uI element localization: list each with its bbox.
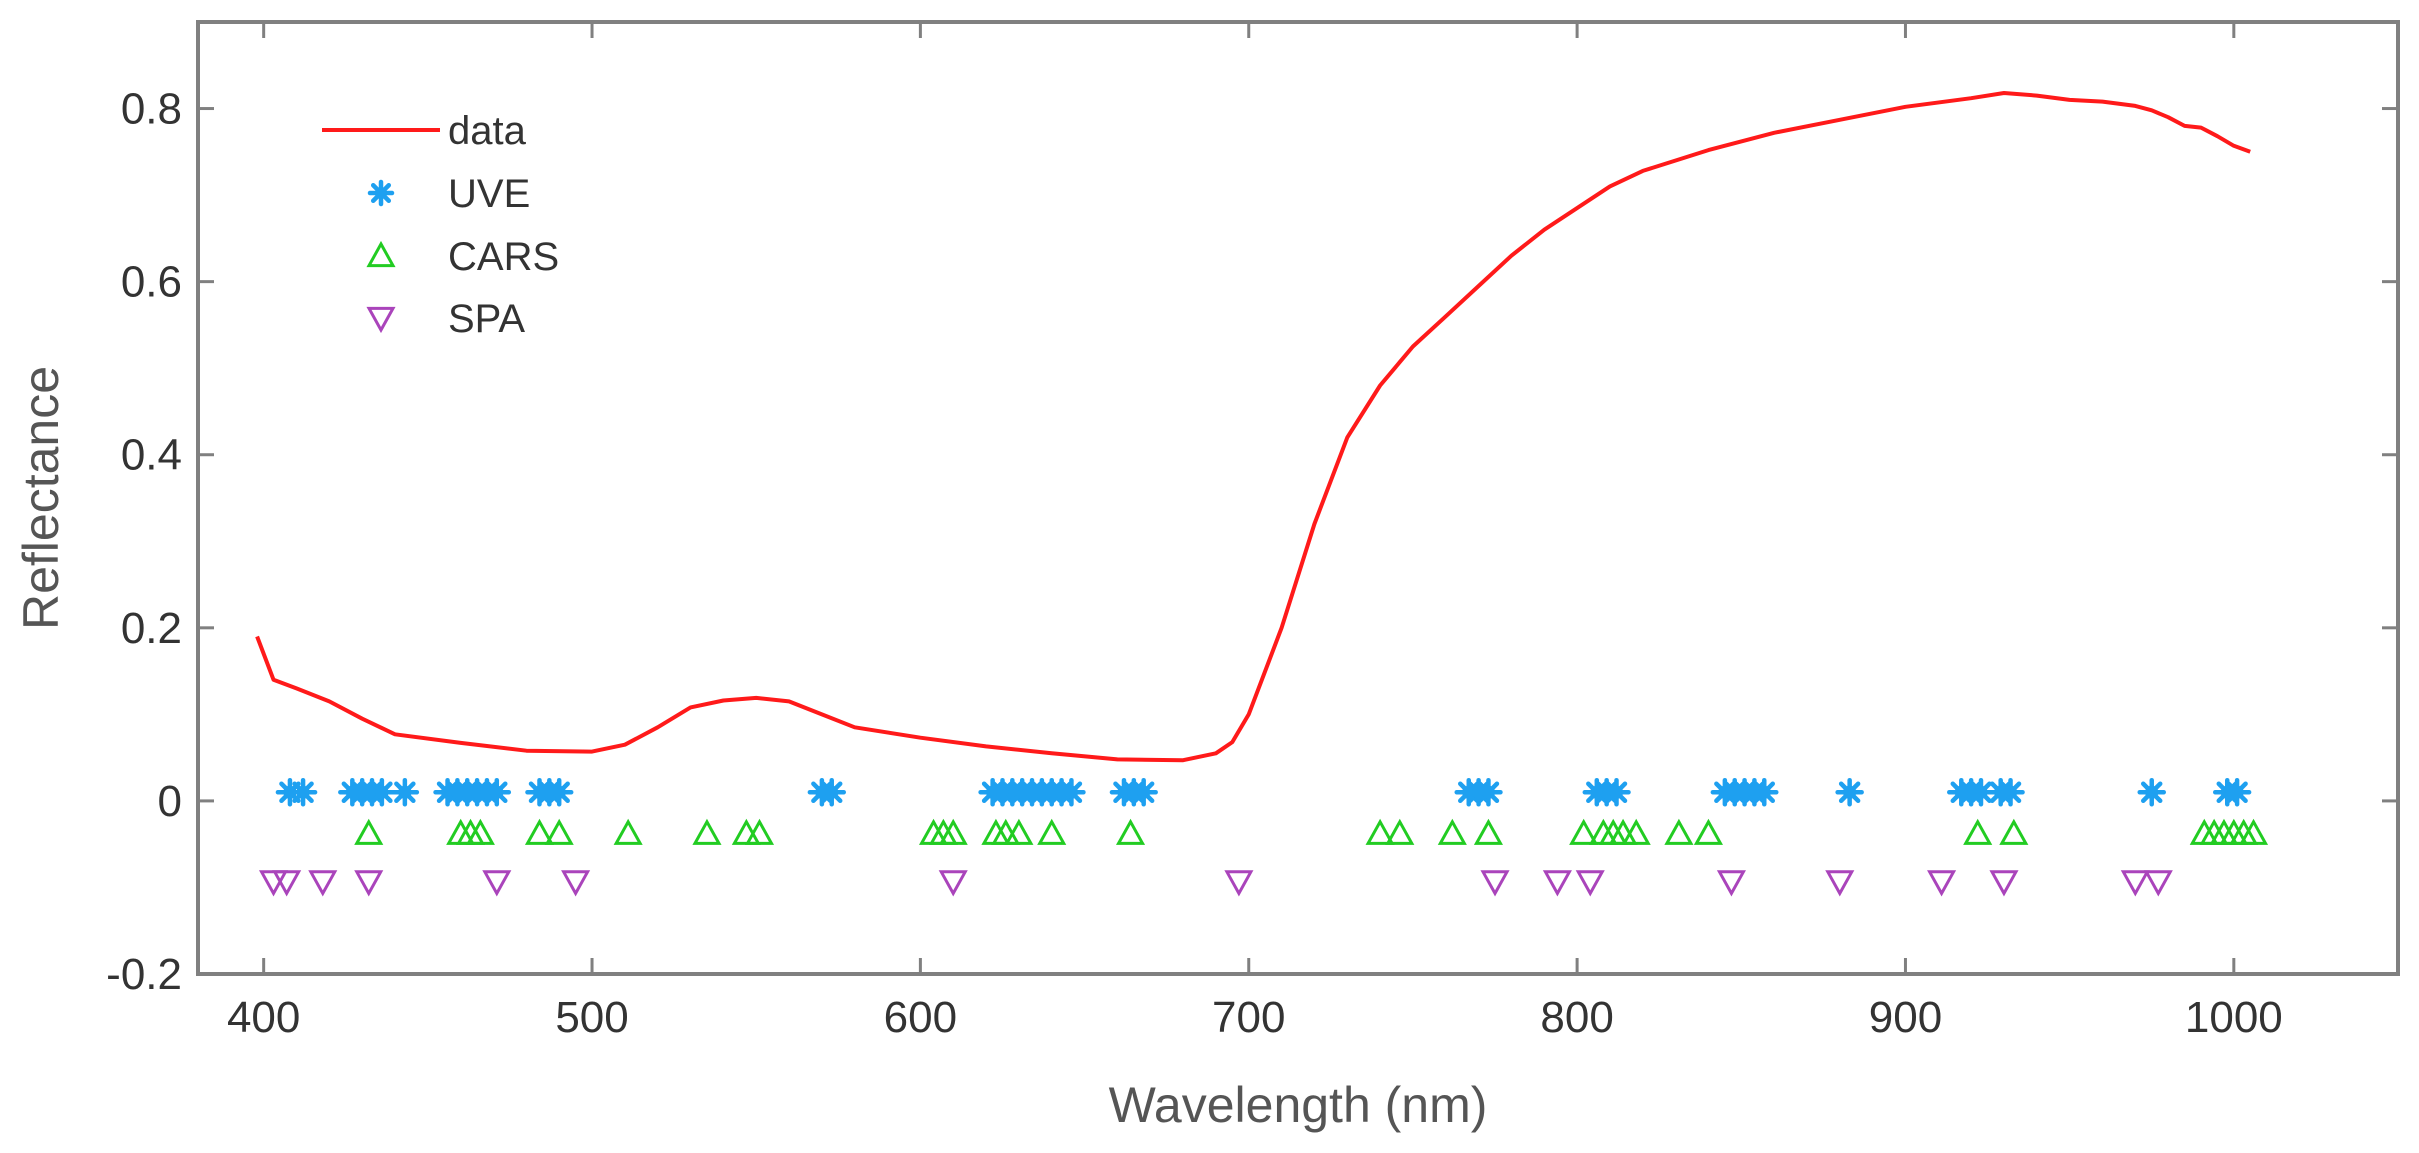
cars-point: [1385, 818, 1415, 845]
spa-point: [272, 870, 302, 897]
legend-asterisk-swatch: [367, 179, 395, 207]
cars-point: [1037, 818, 1067, 845]
y-axis-title: Reflectance: [13, 366, 69, 630]
x-tick-label: 900: [1869, 993, 1942, 1042]
uve-point: [288, 778, 318, 807]
x-axis-title: Wavelength (nm): [1109, 1077, 1488, 1133]
legend-label: SPA: [448, 297, 525, 341]
legend-item-uve: UVE: [367, 172, 530, 216]
spa-series: [258, 870, 2173, 897]
spa-point: [1716, 870, 1746, 897]
spa-point: [354, 870, 384, 897]
cars-point: [692, 818, 722, 845]
cars-point: [524, 818, 555, 845]
uve-point: [1602, 778, 1631, 807]
uve-series: [275, 778, 2252, 807]
spa-point: [2143, 870, 2173, 897]
cars-point: [1999, 818, 2029, 845]
cars-point: [1963, 818, 1993, 845]
uve-point: [1129, 778, 1158, 807]
cars-point: [1569, 818, 1599, 845]
uve-point: [817, 778, 846, 807]
cars-point: [1004, 818, 1034, 845]
legend-item-cars: CARS: [366, 235, 559, 279]
uve-point: [1966, 778, 1996, 807]
legend-label: CARS: [448, 235, 559, 279]
cars-point: [1664, 818, 1694, 845]
uve-point: [544, 778, 574, 807]
spa-point: [2120, 870, 2150, 897]
spa-point: [1224, 870, 1254, 897]
y-tick-label: 0.4: [121, 431, 182, 480]
uve-point: [390, 778, 420, 807]
x-tick-label: 600: [884, 993, 957, 1042]
y-tick-label: 0: [158, 777, 182, 826]
x-tick-label: 800: [1540, 993, 1613, 1042]
legend-item-spa: SPA: [366, 297, 525, 341]
cars-point: [1693, 818, 1723, 845]
spa-point: [938, 870, 968, 897]
spa-point: [1575, 870, 1605, 897]
cars-point: [1437, 818, 1467, 845]
cars-point: [744, 818, 775, 845]
spa-point: [1542, 870, 1572, 897]
x-tick-label: 1000: [2185, 993, 2283, 1042]
y-tick-label: 0.8: [121, 85, 182, 134]
uve-point: [2222, 778, 2252, 807]
spa-point: [561, 870, 591, 897]
spa-point: [1825, 870, 1855, 897]
spa-point: [1989, 870, 2019, 897]
cars-series: [354, 818, 2269, 845]
uve-point: [1474, 778, 1503, 807]
cars-point: [2238, 818, 2269, 845]
legend-triangle-up-swatch: [366, 240, 396, 268]
y-tick-label: -0.2: [106, 950, 182, 999]
cars-point: [544, 818, 574, 845]
plot-area-frame: [196, 20, 2400, 976]
legend-label: UVE: [448, 172, 530, 216]
cars-point: [1115, 818, 1146, 845]
y-tick-label: 0.2: [121, 604, 182, 653]
spa-point: [1927, 870, 1957, 897]
legend-triangle-down-swatch: [366, 306, 396, 334]
uve-point: [1835, 778, 1864, 807]
uve-point: [1996, 778, 2025, 807]
uve-point: [1750, 778, 1779, 807]
uve-point: [2137, 778, 2166, 807]
spa-point: [1480, 870, 1510, 897]
x-tick-label: 500: [555, 993, 628, 1042]
cars-point: [613, 818, 643, 845]
series-layer: [255, 91, 2269, 897]
data-spectrum-line: [255, 91, 2251, 763]
y-tick-label: 0.6: [121, 258, 182, 307]
cars-point: [1473, 818, 1503, 845]
legend-item-data: data: [322, 109, 527, 153]
x-tick-label: 700: [1212, 993, 1285, 1042]
x-axis: 400 500 600 700 800 900 1000: [227, 22, 2283, 1042]
spa-point: [308, 870, 338, 897]
uve-point: [482, 778, 512, 807]
cars-point: [1365, 818, 1395, 845]
spa-point: [482, 870, 512, 897]
legend-label: data: [448, 109, 527, 153]
cars-point: [354, 818, 384, 845]
uve-point: [367, 778, 397, 807]
cars-point: [465, 818, 495, 845]
legend: data UVE CARS SPA: [322, 109, 559, 341]
cars-point: [938, 818, 968, 845]
cars-point: [1621, 818, 1651, 845]
uve-point: [1057, 778, 1086, 807]
y-axis: -0.2 0 0.2 0.4 0.6 0.8: [106, 85, 2398, 999]
x-tick-label: 400: [227, 993, 300, 1042]
